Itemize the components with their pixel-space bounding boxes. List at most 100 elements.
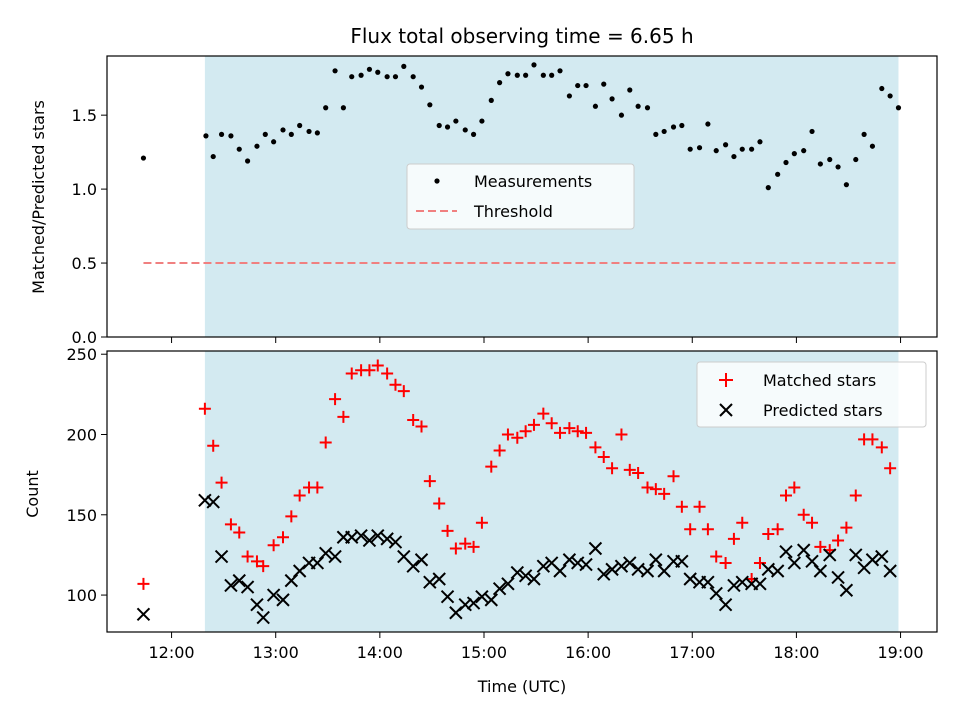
predicted-point: [849, 548, 863, 562]
measurement-point: [653, 131, 659, 137]
measurement-point: [366, 66, 373, 72]
measurement-point: [375, 69, 381, 75]
measurement-point: [523, 72, 529, 78]
predicted-point: [605, 562, 619, 577]
measurement-point: [713, 148, 719, 154]
predicted-point: [562, 553, 577, 567]
matched-point: [345, 367, 358, 380]
predicted-point: [206, 495, 220, 509]
x-tick-label: 17:00: [669, 643, 715, 662]
matched-point: [623, 463, 636, 476]
predicted-point: [406, 559, 420, 573]
x-tick-label: 12:00: [149, 643, 195, 662]
measurement-point: [861, 131, 867, 137]
matched-point: [215, 476, 228, 489]
measurement-point: [384, 74, 390, 80]
predicted-point: [527, 572, 541, 586]
matched-point: [511, 431, 524, 444]
measurement-point: [462, 127, 468, 133]
matched-point: [693, 500, 706, 513]
predicted-point: [266, 588, 281, 602]
matched-point: [641, 481, 654, 494]
measurement-point: [835, 164, 841, 170]
x-ticks-bottom: 12:00 13:00 14:00 15:00 16:00 17:00 18:00 19:00: [149, 632, 924, 662]
predicted-point: [318, 546, 333, 561]
measurement-point: [470, 131, 477, 137]
matched-point: [257, 560, 270, 573]
measurement-point: [635, 103, 641, 109]
legend-bottom: Matched stars Predicted stars: [696, 361, 927, 428]
predicted-point: [865, 553, 880, 567]
xlabel: Time (UTC): [477, 677, 566, 696]
measurement-point: [505, 71, 511, 77]
predicted-point: [432, 572, 446, 586]
measurement-point: [218, 131, 225, 137]
predicted-point: [623, 556, 637, 570]
matched-point: [814, 540, 827, 553]
matched-point: [537, 407, 550, 420]
ylabel-top: Matched/Predicted stars: [29, 100, 48, 294]
predicted-point: [536, 559, 551, 573]
measurement-point: [644, 105, 651, 111]
measurement-point: [436, 122, 442, 129]
plot-area-frame-bottom: [106, 350, 938, 633]
y-tick-label: 150: [66, 506, 97, 525]
predicted-point: [214, 549, 229, 564]
measurement-point: [427, 102, 433, 108]
measurement-point: [583, 82, 589, 89]
predicted-point: [276, 593, 290, 607]
predicted-point: [823, 548, 837, 562]
measurement-point: [765, 185, 771, 191]
x-ticks-top: [171, 337, 902, 343]
predicted-point: [813, 564, 828, 578]
measurement-point: [358, 72, 364, 78]
panel-ratio: 0.0 0.5 1.0 1.5 Matched/Predicted stars Mea…: [29, 55, 938, 347]
predicted-point: [380, 532, 394, 546]
measurement-point: [306, 128, 312, 135]
measurement-point: [453, 118, 459, 124]
predicted-point: [597, 567, 611, 581]
matched-point: [337, 410, 350, 423]
predicted-point: [553, 564, 567, 578]
predicted-point: [240, 580, 255, 594]
matched-point: [606, 462, 619, 475]
matched-point: [389, 378, 402, 391]
count-marks: [136, 359, 897, 625]
x-tick-label: 14:00: [357, 643, 403, 662]
matched-point: [475, 516, 488, 529]
measurement-point: [670, 124, 677, 130]
measurement-point: [332, 68, 338, 74]
x-tick-label: 13:00: [253, 643, 299, 662]
predicted-point: [779, 545, 793, 559]
predicted-point: [718, 597, 733, 612]
measurement-point: [817, 161, 823, 167]
legend-box-bottom: [696, 361, 927, 428]
ratio-marks: [140, 62, 902, 265]
matched-point: [441, 524, 454, 537]
predicted-point: [136, 607, 151, 622]
panel-count: 12:00 13:00 14:00 15:00 16:00 17:00 18:00 19:00…: [23, 345, 938, 696]
predicted-point: [362, 533, 377, 548]
measurement-point: [843, 182, 849, 188]
predicted-point: [640, 564, 655, 578]
matched-point: [459, 537, 472, 550]
matched-point: [137, 577, 150, 590]
predicted-point: [883, 564, 897, 578]
predicted-point: [787, 556, 802, 570]
measurement-point: [210, 153, 216, 160]
matched-point: [519, 425, 532, 438]
matched-point: [762, 528, 775, 541]
measurement-point: [418, 84, 425, 90]
predicted-point: [510, 565, 525, 580]
legend-label-measurements: Measurements: [474, 172, 592, 191]
matched-point: [884, 462, 897, 475]
predicted-point: [354, 528, 368, 543]
predicted-point: [579, 557, 593, 572]
predicted-point: [224, 578, 238, 593]
matched-point: [449, 542, 462, 555]
matched-point: [371, 359, 384, 372]
x-tick-label: 15:00: [461, 643, 507, 662]
predicted-point: [501, 577, 515, 591]
matched-point: [397, 385, 410, 398]
measurement-point: [203, 133, 209, 139]
